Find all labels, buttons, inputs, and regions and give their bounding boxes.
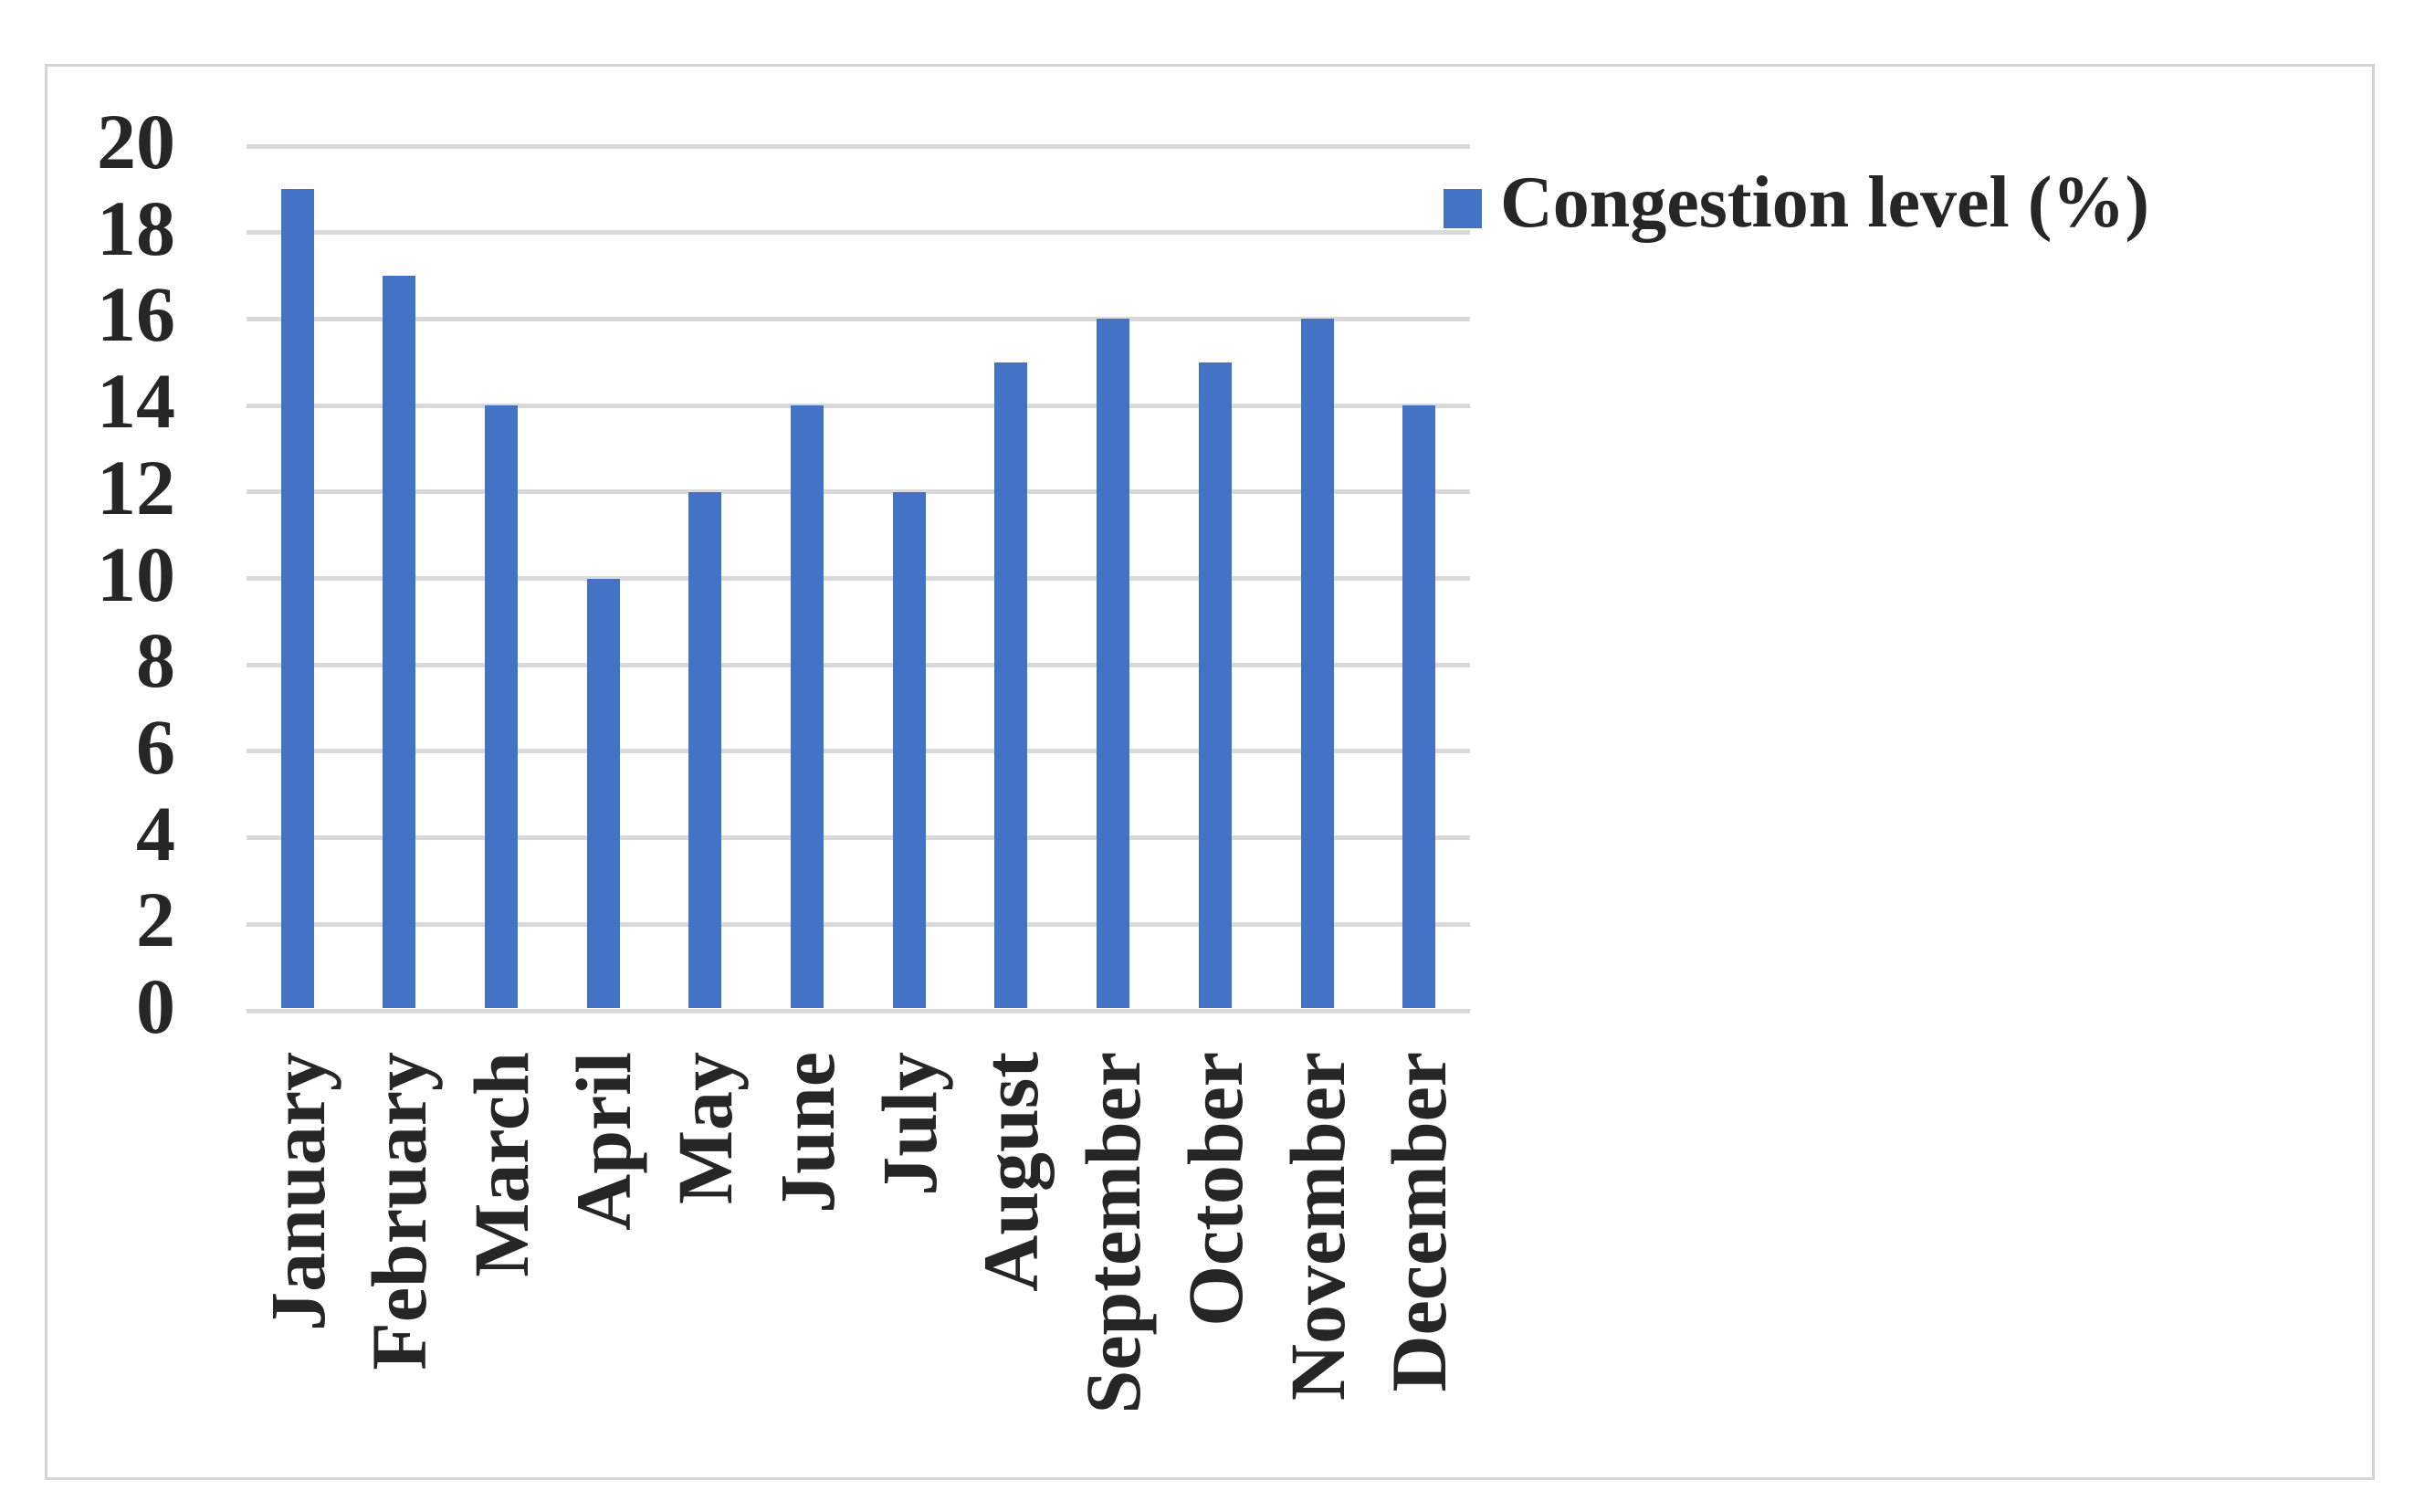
gridline-0: [247, 1009, 1470, 1013]
bar-january[interactable]: [281, 189, 314, 1008]
x-tick-text: October: [1171, 1052, 1259, 1327]
bar-october[interactable]: [1199, 362, 1232, 1008]
gridline-10: [247, 576, 1470, 581]
x-tick-text: April: [560, 1052, 647, 1231]
y-tick-label-10: 10: [97, 530, 175, 618]
y-tick-label-14: 14: [97, 357, 175, 445]
y-tick-label-8: 8: [136, 616, 175, 704]
x-tick-text: August: [967, 1052, 1055, 1292]
x-tick-text: September: [1069, 1052, 1157, 1414]
y-tick-label-20: 20: [97, 98, 175, 185]
y-tick-label-16: 16: [97, 270, 175, 358]
bar-december[interactable]: [1402, 405, 1435, 1008]
gridline-6: [247, 749, 1470, 753]
y-tick-label-6: 6: [136, 703, 175, 791]
x-tick-text: December: [1375, 1052, 1463, 1392]
y-tick-label-2: 2: [136, 876, 175, 963]
x-tick-text: June: [763, 1052, 851, 1213]
gridline-16: [247, 317, 1470, 321]
bar-august[interactable]: [994, 362, 1027, 1008]
bar-september[interactable]: [1097, 319, 1129, 1008]
bar-april[interactable]: [587, 579, 620, 1008]
gridline-12: [247, 489, 1470, 494]
y-tick-label-0: 0: [136, 962, 175, 1050]
bar-july[interactable]: [893, 492, 926, 1008]
x-tick-text: November: [1274, 1052, 1361, 1402]
bar-february[interactable]: [383, 276, 415, 1008]
gridline-8: [247, 663, 1470, 667]
x-tick-text: February: [355, 1052, 443, 1370]
legend-marker-icon[interactable]: [1444, 189, 1482, 228]
gridline-2: [247, 922, 1470, 927]
y-tick-label-12: 12: [97, 444, 175, 531]
gridline-18: [247, 230, 1470, 235]
bar-june[interactable]: [791, 405, 824, 1008]
bar-november[interactable]: [1301, 319, 1334, 1008]
x-tick-text: May: [661, 1052, 749, 1205]
gridline-4: [247, 835, 1470, 840]
gridline-14: [247, 404, 1470, 408]
bar-march[interactable]: [485, 405, 518, 1008]
bar-may[interactable]: [688, 492, 721, 1008]
y-tick-label-4: 4: [136, 790, 175, 877]
gridline-20: [247, 144, 1470, 149]
legend-label[interactable]: Congestion level (%): [1500, 163, 2150, 243]
x-tick-text: July: [866, 1052, 953, 1196]
y-tick-label-18: 18: [97, 184, 175, 272]
x-tick-text: January: [254, 1052, 341, 1331]
x-tick-text: March: [457, 1052, 545, 1277]
